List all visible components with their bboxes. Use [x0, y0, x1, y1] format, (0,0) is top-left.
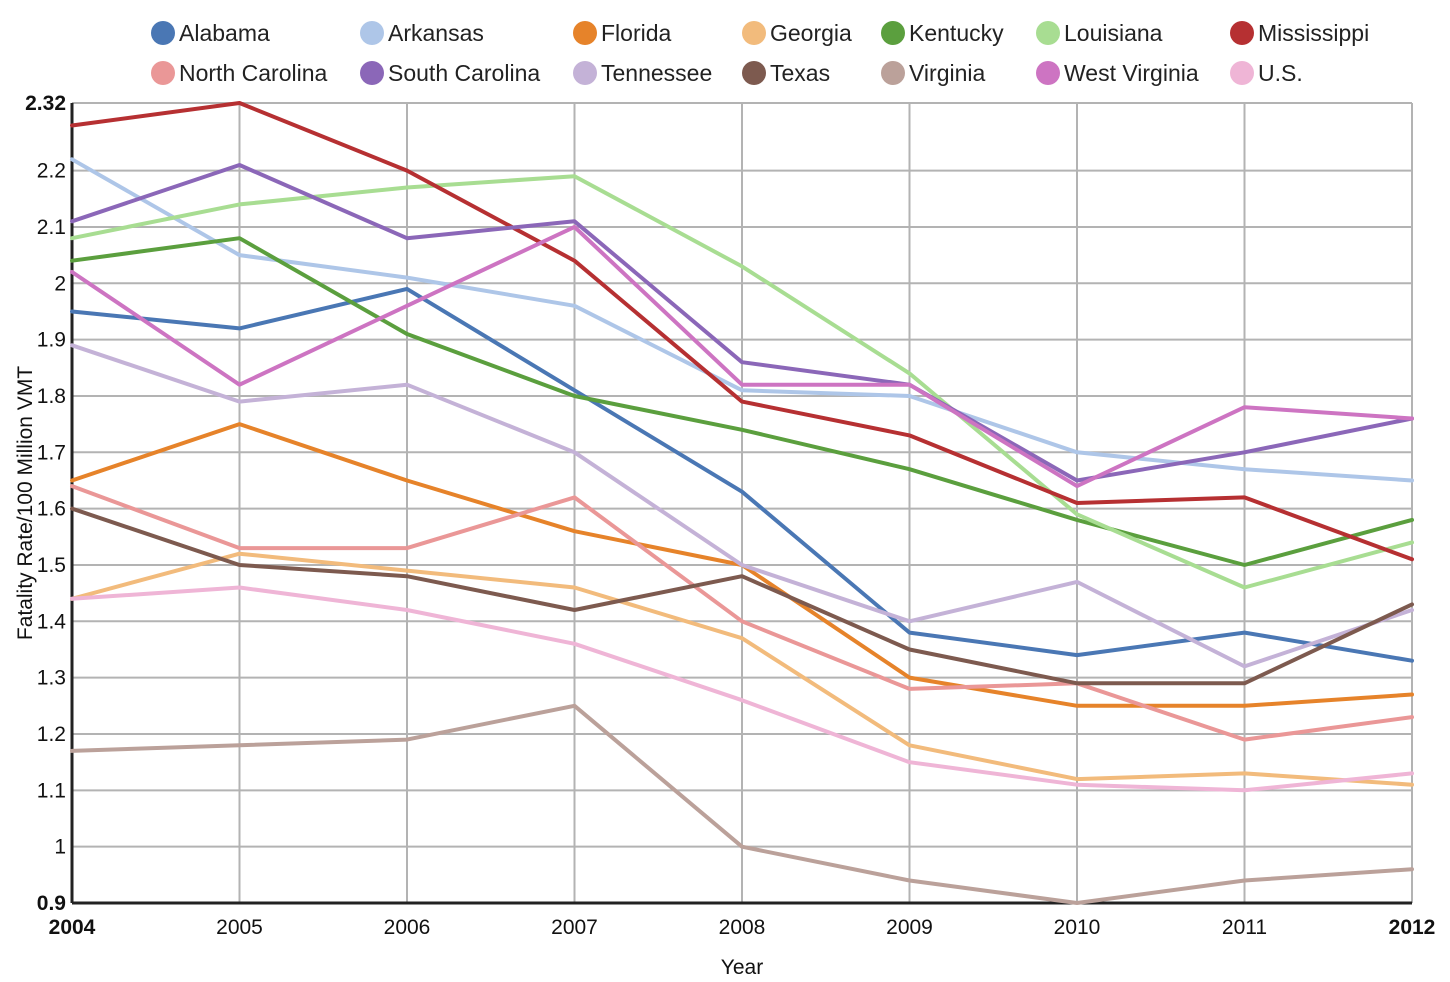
x-tick-label: 2010: [1054, 916, 1101, 939]
y-tick-label: 1.5: [37, 554, 66, 577]
series-line-kentucky[interactable]: [70, 236, 1414, 567]
legend-swatch: [573, 21, 597, 45]
series-line-virginia[interactable]: [70, 703, 1414, 905]
legend-swatch: [742, 21, 766, 45]
legend-swatch: [742, 61, 766, 85]
legend-item-west-virginia[interactable]: West Virginia: [1036, 60, 1199, 86]
y-tick-label: 1.1: [37, 779, 66, 802]
y-tick-label: 2: [54, 272, 66, 295]
y-tick-label: 1.7: [37, 441, 66, 464]
legend-swatch: [1230, 21, 1254, 45]
legend-swatch: [151, 21, 175, 45]
x-axis-ticks: 2004 2005 2006 2007 2008 2009 2010 2011 2012: [49, 916, 1436, 939]
series-line-georgia[interactable]: [70, 551, 1414, 787]
legend-swatch: [1036, 61, 1060, 85]
y-tick-label: 1.4: [37, 610, 67, 633]
legend-swatch: [881, 21, 905, 45]
legend-item-alabama[interactable]: Alabama: [151, 20, 270, 46]
grid-lines: [70, 102, 1413, 905]
legend-swatch: [360, 61, 384, 85]
y-tick-label: 1.6: [37, 498, 66, 521]
legend-label: Alabama: [179, 20, 270, 46]
legend-item-florida[interactable]: Florida: [573, 20, 672, 46]
legend-label: Texas: [770, 60, 830, 86]
y-tick-label: 2.2: [37, 160, 66, 183]
y-tick-label: 1: [54, 836, 66, 859]
x-tick-label: 2012: [1389, 916, 1436, 939]
legend-swatch: [151, 61, 175, 85]
legend-label: U.S.: [1258, 60, 1303, 86]
series-line-mississippi[interactable]: [70, 101, 1414, 562]
legend-item-u-s[interactable]: U.S.: [1230, 60, 1303, 86]
legend-swatch: [881, 61, 905, 85]
legend[interactable]: Alabama Arkansas Florida Georgia Kentucky Lou…: [151, 20, 1369, 86]
legend-label: Georgia: [770, 20, 852, 46]
legend-item-mississippi[interactable]: Mississippi: [1230, 20, 1369, 46]
legend-item-texas[interactable]: Texas: [742, 60, 830, 86]
legend-item-arkansas[interactable]: Arkansas: [360, 20, 484, 46]
legend-item-louisiana[interactable]: Louisiana: [1036, 20, 1163, 46]
legend-label: West Virginia: [1064, 60, 1199, 86]
legend-item-north-carolina[interactable]: North Carolina: [151, 60, 327, 86]
y-tick-label: 2.32: [25, 92, 66, 115]
legend-swatch: [573, 61, 597, 85]
legend-label: Mississippi: [1258, 20, 1369, 46]
y-tick-label: 0.9: [37, 892, 66, 915]
legend-label: Florida: [601, 20, 672, 46]
series-lines: [70, 101, 1414, 905]
legend-item-south-carolina[interactable]: South Carolina: [360, 60, 540, 86]
series-line-tennessee[interactable]: [70, 343, 1414, 669]
series-line-south-carolina[interactable]: [70, 163, 1414, 483]
legend-swatch: [1036, 21, 1060, 45]
y-tick-label: 1.9: [37, 329, 66, 352]
legend-label: Arkansas: [388, 20, 484, 46]
series-line-texas[interactable]: [70, 506, 1414, 686]
x-tick-label: 2007: [551, 916, 598, 939]
series-line-west-virginia[interactable]: [70, 224, 1414, 489]
series-line-north-carolina[interactable]: [70, 484, 1414, 742]
x-tick-label: 2008: [719, 916, 766, 939]
y-axis-ticks: 0.9 1 1.1 1.2 1.3 1.4 1.5 1.6 1.7 1.8 1.9 2 2.1 2.2 2.…: [25, 92, 66, 915]
legend-swatch: [360, 21, 384, 45]
legend-label: Virginia: [909, 60, 985, 86]
legend-label: South Carolina: [388, 60, 540, 86]
series-line-u-s[interactable]: [70, 585, 1414, 793]
series-line-louisiana[interactable]: [70, 174, 1414, 590]
x-axis-title: Year: [721, 956, 763, 979]
legend-item-kentucky[interactable]: Kentucky: [881, 20, 1004, 46]
x-tick-label: 2004: [49, 916, 96, 939]
legend-item-virginia[interactable]: Virginia: [881, 60, 985, 86]
y-tick-label: 2.1: [37, 216, 66, 239]
legend-item-georgia[interactable]: Georgia: [742, 20, 852, 46]
y-axis-title: Fatality Rate/100 Million VMT: [14, 366, 37, 640]
x-tick-label: 2006: [384, 916, 431, 939]
x-tick-label: 2009: [886, 916, 933, 939]
y-tick-label: 1.3: [37, 667, 66, 690]
legend-label: Tennessee: [601, 60, 712, 86]
legend-label: North Carolina: [179, 60, 327, 86]
legend-swatch: [1230, 61, 1254, 85]
legend-label: Louisiana: [1064, 20, 1163, 46]
legend-item-tennessee[interactable]: Tennessee: [573, 60, 712, 86]
legend-label: Kentucky: [909, 20, 1004, 46]
x-tick-label: 2005: [216, 916, 263, 939]
y-tick-label: 1.8: [37, 385, 66, 408]
y-tick-label: 1.2: [37, 723, 66, 746]
x-tick-label: 2011: [1222, 916, 1267, 939]
